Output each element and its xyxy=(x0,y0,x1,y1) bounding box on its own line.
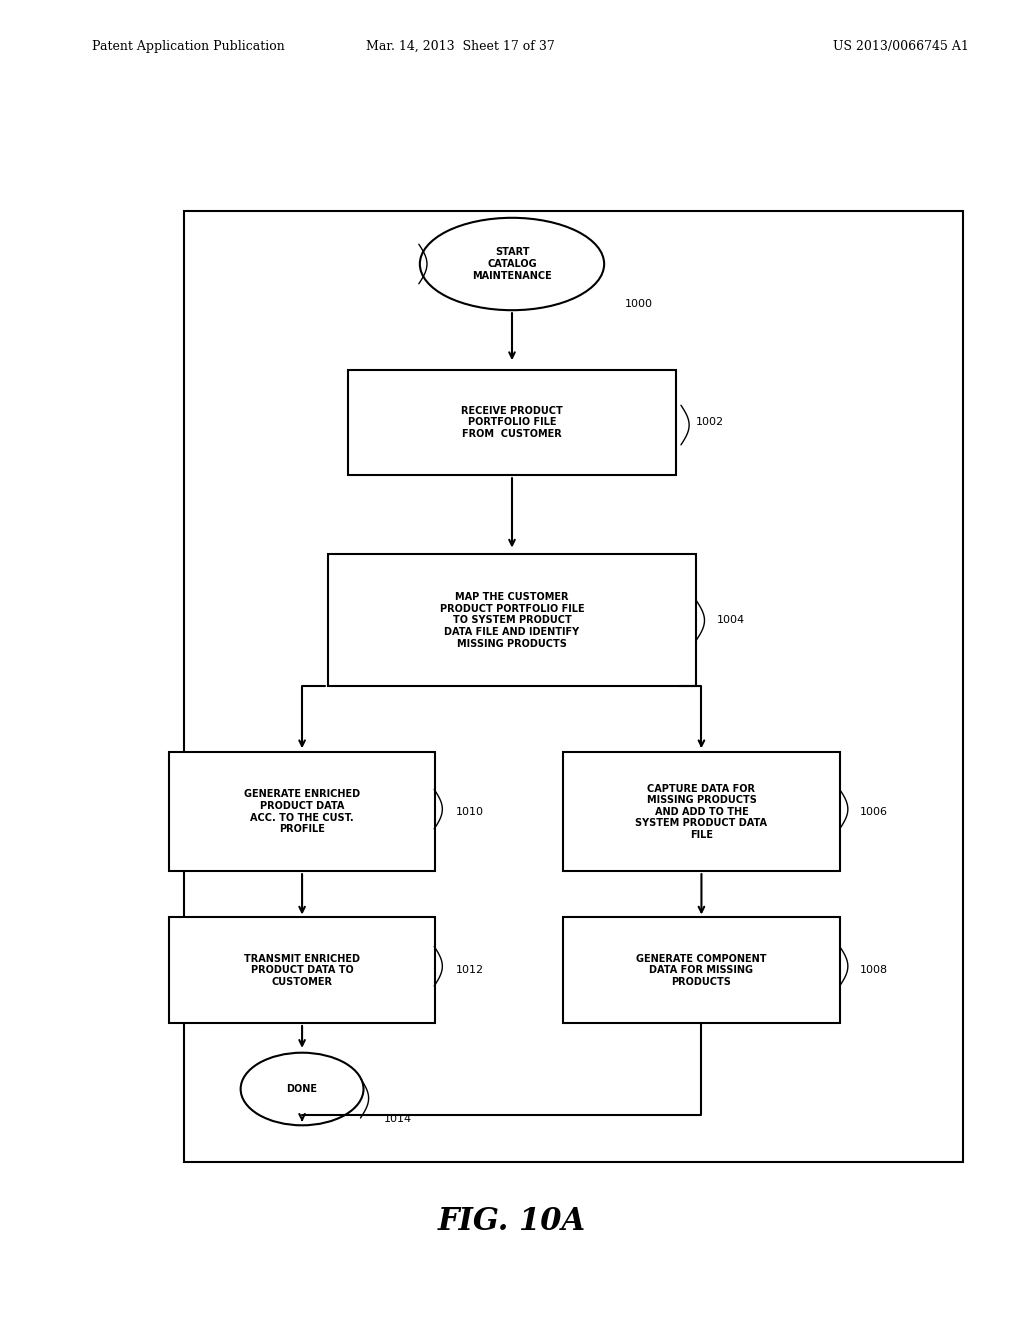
FancyBboxPatch shape xyxy=(169,917,435,1023)
Text: GENERATE COMPONENT
DATA FOR MISSING
PRODUCTS: GENERATE COMPONENT DATA FOR MISSING PROD… xyxy=(636,953,767,987)
Text: 1000: 1000 xyxy=(625,298,652,309)
FancyBboxPatch shape xyxy=(328,554,696,686)
FancyBboxPatch shape xyxy=(184,211,963,1162)
Text: GENERATE ENRICHED
PRODUCT DATA
ACC. TO THE CUST.
PROFILE: GENERATE ENRICHED PRODUCT DATA ACC. TO T… xyxy=(244,789,360,834)
Text: 1012: 1012 xyxy=(456,965,483,975)
Text: 1010: 1010 xyxy=(456,807,483,817)
Text: DONE: DONE xyxy=(287,1084,317,1094)
Text: 1002: 1002 xyxy=(696,417,724,428)
FancyBboxPatch shape xyxy=(563,917,840,1023)
Text: CAPTURE DATA FOR
MISSING PRODUCTS
AND ADD TO THE
SYSTEM PRODUCT DATA
FILE: CAPTURE DATA FOR MISSING PRODUCTS AND AD… xyxy=(636,784,767,840)
Text: 1004: 1004 xyxy=(717,615,744,626)
Text: 1006: 1006 xyxy=(860,807,888,817)
Text: 1008: 1008 xyxy=(860,965,888,975)
FancyBboxPatch shape xyxy=(169,752,435,871)
Text: RECEIVE PRODUCT
PORTFOLIO FILE
FROM  CUSTOMER: RECEIVE PRODUCT PORTFOLIO FILE FROM CUST… xyxy=(461,405,563,440)
Text: Mar. 14, 2013  Sheet 17 of 37: Mar. 14, 2013 Sheet 17 of 37 xyxy=(367,40,555,53)
Text: US 2013/0066745 A1: US 2013/0066745 A1 xyxy=(834,40,969,53)
Text: Patent Application Publication: Patent Application Publication xyxy=(92,40,285,53)
Text: TRANSMIT ENRICHED
PRODUCT DATA TO
CUSTOMER: TRANSMIT ENRICHED PRODUCT DATA TO CUSTOM… xyxy=(244,953,360,987)
Ellipse shape xyxy=(420,218,604,310)
FancyBboxPatch shape xyxy=(563,752,840,871)
Text: 1014: 1014 xyxy=(384,1114,412,1123)
Text: FIG. 10A: FIG. 10A xyxy=(438,1205,586,1237)
Text: MAP THE CUSTOMER
PRODUCT PORTFOLIO FILE
TO SYSTEM PRODUCT
DATA FILE AND IDENTIFY: MAP THE CUSTOMER PRODUCT PORTFOLIO FILE … xyxy=(439,593,585,648)
FancyBboxPatch shape xyxy=(348,370,676,475)
Ellipse shape xyxy=(241,1053,364,1125)
Text: START
CATALOG
MAINTENANCE: START CATALOG MAINTENANCE xyxy=(472,247,552,281)
